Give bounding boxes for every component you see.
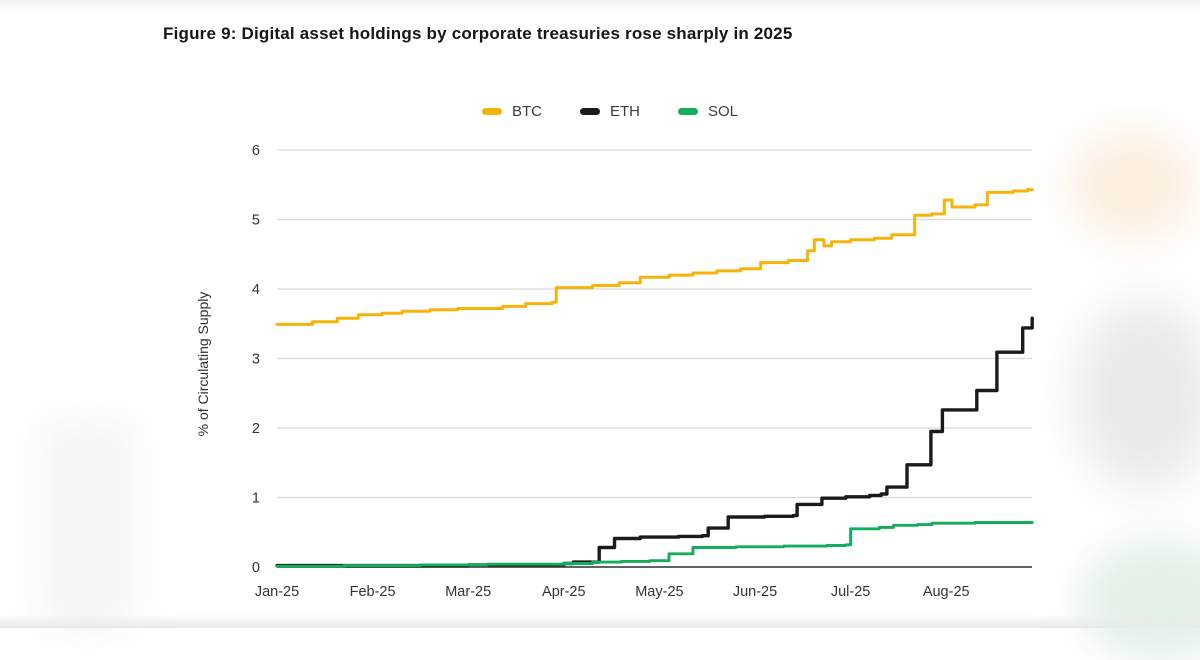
- btc-line-swatch: [481, 108, 502, 115]
- eth-line-swatch: [579, 108, 600, 115]
- y-tick-label-1: 1: [252, 491, 260, 507]
- legend-item-btc: BTC: [481, 103, 542, 120]
- y-tick-label-4: 4: [252, 282, 260, 298]
- sol-line-swatch: [677, 108, 698, 115]
- legend-item-eth: ETH: [579, 103, 640, 120]
- chart-legend: BTC ETH SOL: [235, 103, 985, 120]
- series-line-sol: [275, 521, 1034, 568]
- series-line-eth: [275, 316, 1034, 568]
- x-tick-label-Jun-25: Jun-25: [733, 584, 777, 600]
- y-tick-label-0: 0: [252, 560, 260, 576]
- y-tick-label-2: 2: [252, 421, 260, 437]
- series-line-btc: [275, 188, 1034, 326]
- line-chart: 0 1 2 3 4 5 6 Jan-25 Feb-25 Mar-25 Apr-25 May-25 Jun…: [252, 143, 1034, 600]
- x-tick-label-May-25: May-25: [635, 584, 683, 600]
- y-tick-label-3: 3: [252, 352, 260, 368]
- x-tick-label-Apr-25: Apr-25: [542, 584, 586, 600]
- x-tick-label-Jan-25: Jan-25: [255, 584, 299, 600]
- y-tick-label-6: 6: [252, 143, 260, 159]
- legend-label-sol: SOL: [707, 103, 738, 120]
- x-tick-label-Aug-25: Aug-25: [923, 584, 970, 600]
- legend-label-btc: BTC: [511, 103, 542, 120]
- y-tick-label-5: 5: [252, 213, 260, 229]
- legend-item-sol: SOL: [677, 103, 738, 120]
- x-tick-label-Jul-25: Jul-25: [831, 584, 871, 600]
- legend-label-eth: ETH: [609, 103, 640, 120]
- x-tick-label-Mar-25: Mar-25: [445, 584, 491, 600]
- figure-title: Figure 9: Digital asset holdings by corp…: [163, 24, 793, 43]
- x-tick-label-Feb-25: Feb-25: [350, 584, 396, 600]
